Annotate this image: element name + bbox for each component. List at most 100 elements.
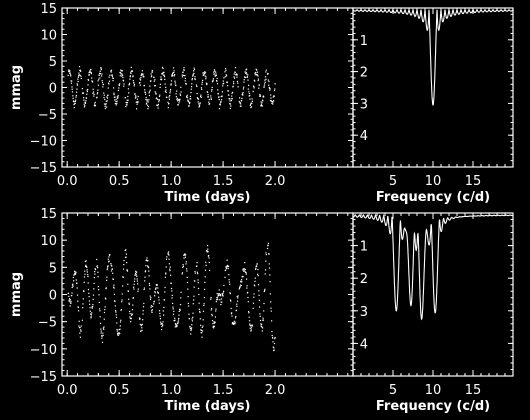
data-point	[203, 74, 205, 76]
data-point	[208, 99, 210, 101]
data-point	[114, 99, 116, 101]
data-point	[147, 266, 149, 268]
data-point	[200, 329, 202, 331]
data-point	[247, 88, 249, 90]
data-point	[103, 326, 105, 328]
data-point	[89, 310, 91, 312]
data-point	[135, 272, 137, 274]
data-point	[122, 276, 124, 278]
data-point	[128, 92, 130, 94]
data-point	[226, 266, 228, 268]
data-point	[273, 349, 275, 351]
data-point	[192, 73, 194, 75]
data-point	[100, 328, 102, 330]
data-point	[260, 325, 262, 327]
data-point	[106, 97, 109, 99]
data-point	[132, 297, 134, 299]
data-point	[205, 261, 207, 263]
data-point	[114, 300, 116, 303]
data-point	[232, 85, 234, 87]
data-point	[237, 82, 239, 84]
data-point	[105, 100, 107, 102]
data-point	[100, 67, 102, 69]
data-point	[76, 83, 78, 85]
data-point	[209, 103, 211, 105]
data-point	[78, 310, 80, 312]
data-point	[250, 106, 253, 108]
data-point	[265, 254, 267, 256]
data-point	[240, 285, 242, 287]
data-point	[219, 103, 221, 105]
data-point	[185, 263, 187, 265]
data-point	[130, 72, 132, 75]
data-point	[259, 95, 261, 97]
data-point	[126, 104, 128, 106]
data-point	[197, 98, 200, 100]
x-tick-label: 2.0	[265, 174, 286, 189]
data-point	[154, 85, 157, 87]
data-point	[102, 334, 104, 336]
data-point	[194, 78, 196, 80]
data-point	[99, 73, 102, 75]
data-point	[216, 83, 219, 85]
data-point	[78, 74, 80, 76]
data-point	[199, 310, 201, 313]
data-point	[189, 95, 191, 97]
y-axis-label: mmag	[9, 272, 24, 317]
data-point	[262, 327, 264, 329]
data-point	[99, 310, 101, 312]
data-point	[247, 79, 249, 81]
data-point	[114, 300, 116, 302]
data-point	[121, 75, 123, 77]
data-point	[145, 96, 147, 99]
y-tick-label: −15	[30, 161, 57, 176]
data-point	[98, 78, 100, 80]
data-point	[147, 104, 149, 106]
data-point	[207, 91, 209, 93]
data-point	[93, 288, 95, 290]
data-point	[132, 76, 134, 78]
data-point	[170, 80, 173, 82]
data-point	[130, 66, 132, 68]
data-point	[274, 83, 276, 85]
data-point	[72, 285, 74, 287]
data-point	[127, 95, 129, 98]
data-point	[203, 303, 205, 305]
data-point	[94, 101, 96, 103]
data-point	[267, 242, 269, 244]
data-point	[168, 98, 170, 100]
data-point	[88, 296, 90, 298]
data-point	[117, 89, 120, 91]
data-point	[270, 301, 272, 303]
data-point	[194, 272, 196, 274]
data-point	[101, 335, 103, 337]
data-point	[74, 271, 76, 273]
data-point	[273, 90, 276, 92]
data-point	[202, 72, 204, 74]
data-point	[163, 306, 165, 308]
data-point	[241, 100, 243, 102]
data-point	[143, 302, 145, 305]
data-point	[218, 294, 220, 296]
data-point	[103, 318, 105, 320]
data-point	[200, 329, 202, 332]
data-point	[158, 95, 161, 97]
data-point	[129, 75, 131, 77]
data-point	[186, 95, 188, 98]
data-point	[217, 294, 219, 296]
data-point	[79, 326, 81, 329]
data-point	[176, 98, 178, 101]
data-point	[186, 270, 188, 272]
data-point	[190, 333, 192, 335]
data-point	[98, 294, 100, 296]
data-point	[258, 84, 260, 86]
data-point	[224, 76, 226, 78]
data-point	[233, 73, 235, 75]
data-point	[207, 251, 209, 253]
data-point	[71, 80, 73, 82]
data-point	[113, 286, 115, 288]
data-point	[120, 73, 122, 75]
amplitude-spectrum	[352, 213, 514, 321]
data-point	[218, 293, 221, 295]
data-point	[194, 78, 196, 81]
